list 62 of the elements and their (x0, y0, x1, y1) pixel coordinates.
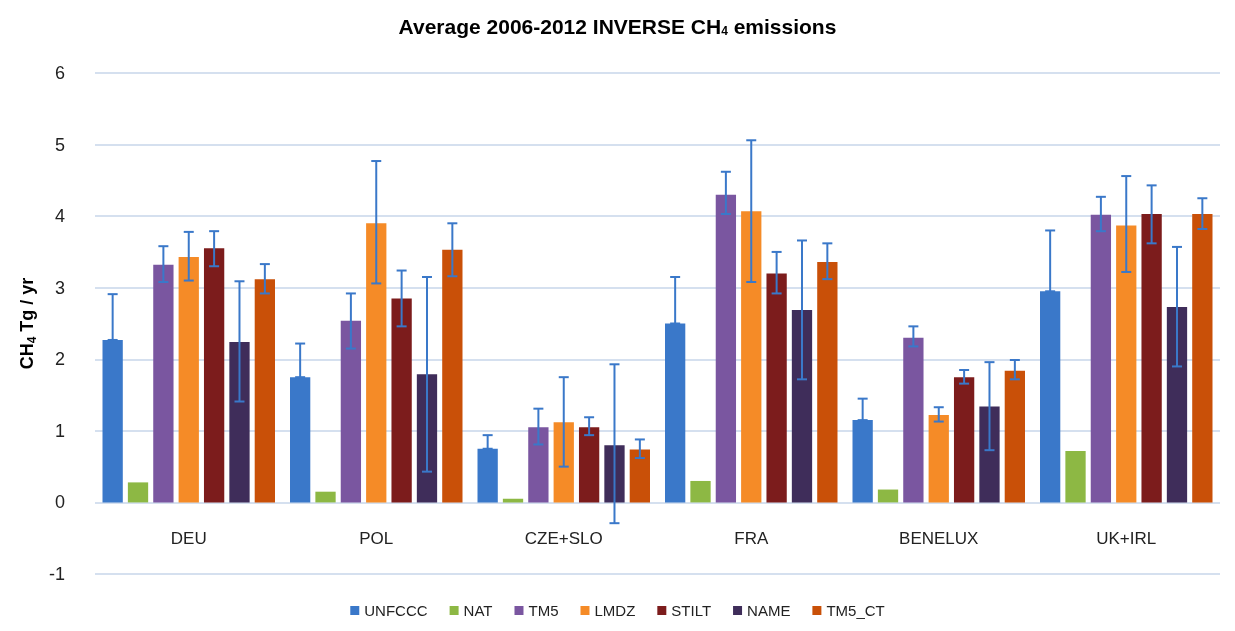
bar (578, 427, 600, 503)
bar (852, 420, 873, 503)
legend-label: NAT (463, 602, 493, 619)
bar (1090, 214, 1112, 503)
y-tick-label: 4 (54, 206, 65, 227)
bar (391, 298, 412, 503)
bar (903, 337, 924, 503)
bar (1065, 450, 1086, 503)
y-tick-label: 6 (54, 63, 65, 83)
bar (178, 256, 199, 503)
bar (1004, 370, 1025, 503)
bar (1192, 214, 1213, 503)
bar (665, 323, 686, 503)
bar (254, 279, 275, 503)
bar (979, 406, 1000, 503)
legend-label: TM5 (528, 602, 559, 619)
x-tick-label: BENELUX (899, 529, 979, 549)
y-axis-title: CH4 Tg / yr (17, 277, 40, 370)
legend-label: LMDZ (594, 602, 636, 619)
x-tick-label: CZE+SLO (524, 529, 603, 549)
bar (442, 249, 463, 503)
bar (604, 445, 625, 503)
x-tick-label: DEU (170, 529, 207, 549)
bar (127, 482, 149, 503)
bar (1166, 307, 1188, 503)
bar (817, 261, 838, 503)
y-tick-label: 2 (54, 349, 65, 370)
bar (629, 449, 650, 503)
y-tick-label: 5 (54, 134, 65, 155)
bar (340, 320, 362, 503)
legend-label: STILT (671, 602, 712, 619)
legend-label: NAME (747, 602, 791, 619)
y-tick-label: -1 (48, 564, 65, 584)
bar (553, 422, 574, 503)
bar (715, 194, 737, 503)
bar (1116, 225, 1137, 503)
bar (766, 273, 787, 503)
bar (203, 248, 225, 503)
bar (953, 377, 975, 503)
bar (290, 377, 311, 503)
legend-label: UNFCCC (364, 602, 428, 619)
bar (1040, 291, 1061, 503)
bar (1141, 214, 1162, 503)
x-tick-label: FRA (734, 529, 769, 549)
y-tick-label: 1 (54, 420, 65, 441)
bar (791, 309, 813, 503)
legend-label: TM5_CT (826, 602, 885, 619)
bar (229, 342, 250, 503)
bar (690, 480, 711, 503)
x-tick-label: UK+IRL (1096, 529, 1157, 549)
bar (315, 491, 336, 503)
bar (366, 223, 387, 503)
bar (528, 427, 549, 503)
bar (153, 264, 174, 503)
bar (877, 489, 899, 503)
bar (741, 211, 762, 503)
bar (928, 415, 949, 503)
y-tick-label: 3 (54, 277, 65, 298)
bar (477, 448, 498, 503)
x-tick-label: POL (359, 529, 394, 549)
bar (102, 339, 123, 503)
y-tick-label: 0 (54, 492, 65, 513)
